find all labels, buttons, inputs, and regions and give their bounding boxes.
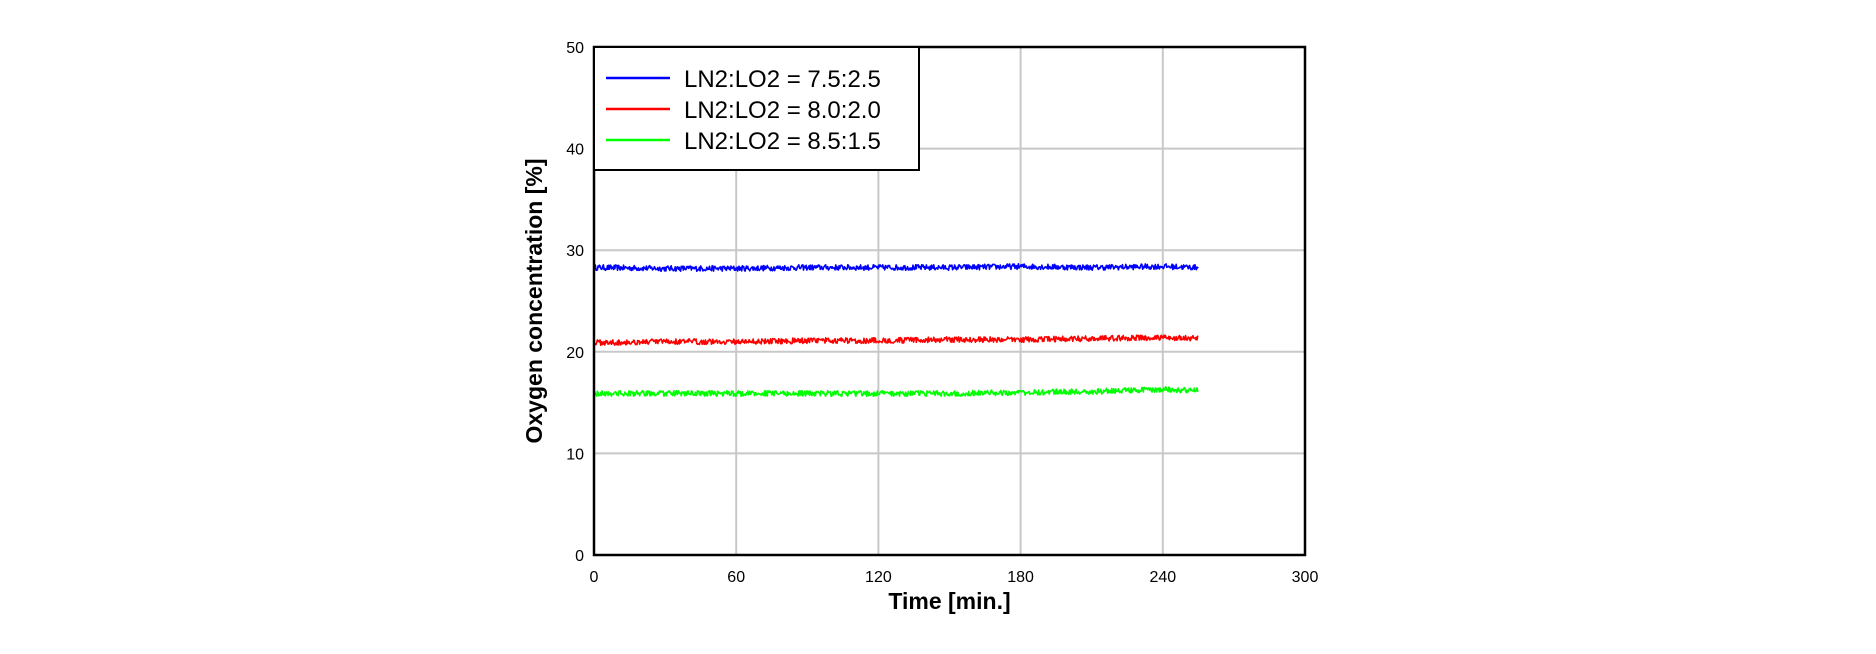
y-axis-label: Oxygen concentration [%]	[521, 159, 547, 444]
x-tick-label: 120	[865, 569, 892, 586]
series-lines	[593, 262, 1199, 398]
x-tick-label: 300	[1292, 569, 1319, 586]
series-line	[593, 262, 1199, 273]
y-tick-label: 20	[566, 345, 584, 362]
legend-label: LN2:LO2 = 7.5:2.5	[684, 66, 881, 93]
y-tick-label: 40	[566, 142, 584, 159]
x-tick-label: 60	[727, 569, 745, 586]
legend: LN2:LO2 = 7.5:2.5 LN2:LO2 = 8.0:2.0 LN2:LO…	[593, 46, 920, 171]
series-line	[593, 334, 1199, 347]
y-tick-label: 30	[566, 243, 584, 260]
x-tick-label: 240	[1149, 569, 1176, 586]
y-tick-label: 0	[575, 548, 584, 565]
legend-entries: LN2:LO2 = 7.5:2.5 LN2:LO2 = 8.0:2.0 LN2:LO…	[606, 66, 881, 155]
x-tick-label: 180	[1007, 569, 1034, 586]
plot-frame	[592, 45, 1307, 557]
x-tick-label: 0	[590, 569, 599, 586]
legend-label: LN2:LO2 = 8.5:1.5	[684, 128, 881, 155]
y-tick-label: 10	[566, 446, 584, 463]
y-tick-label: 50	[566, 40, 584, 57]
x-axis-label: Time [min.]	[888, 588, 1010, 614]
tick-labels: 0 60 120 180 240 300 0 10 20 30 40 50	[566, 40, 1318, 586]
series-line	[593, 386, 1199, 398]
legend-label: LN2:LO2 = 8.0:2.0	[684, 97, 881, 124]
